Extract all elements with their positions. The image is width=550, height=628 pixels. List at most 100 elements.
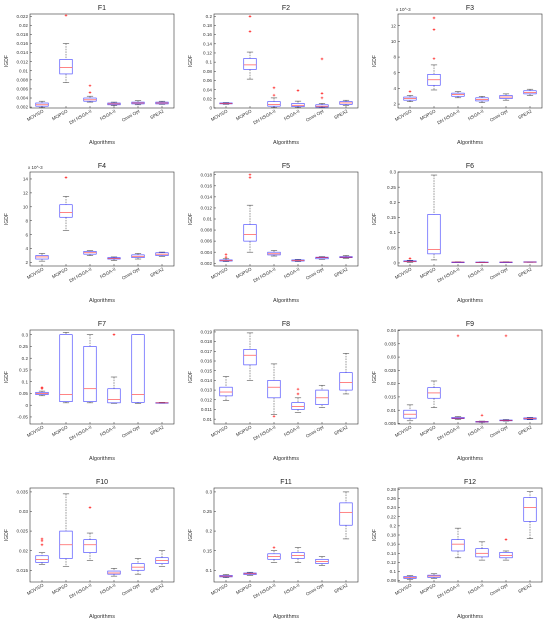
x-tick-label: NSGA-II (283, 109, 300, 122)
y-tick-label: 0.016 (17, 41, 29, 46)
outlier-marker (248, 176, 252, 179)
chart-title: F5 (282, 163, 290, 170)
y-tick-label: 0.005 (385, 421, 397, 426)
outlier-marker (112, 333, 116, 336)
y-tick-label: 0.08 (203, 69, 212, 74)
x-tick-label: MOVISO (210, 424, 229, 438)
y-tick-label: 0.014 (17, 50, 29, 55)
iqr-box (339, 372, 353, 391)
plot-frame (397, 171, 543, 267)
y-axis-label: IGDF (4, 529, 10, 541)
box-spea2 (339, 255, 353, 259)
x-tick-label: DN NSGA-II (252, 267, 276, 284)
iqr-box (315, 389, 329, 405)
y-tick-label: 8 (393, 55, 396, 60)
box-mopso (243, 571, 257, 576)
outlier-marker (272, 93, 276, 97)
box-omni-opt (499, 334, 513, 422)
y-tick-label: 0.008 (201, 228, 213, 233)
y-tick-label: 0.03 (19, 509, 28, 514)
box-dn-nsga-ii (83, 334, 97, 404)
outlier-marker (320, 92, 324, 95)
outlier-marker (64, 176, 68, 179)
box-omni-opt (131, 334, 145, 404)
x-axis-label: Algorithms (89, 456, 115, 462)
box-omni-opt (499, 538, 513, 561)
chart-title: F6 (466, 163, 474, 170)
x-tick-label: NSGA-II (467, 109, 484, 122)
y-tick-label: 0.28 (387, 487, 396, 492)
y-tick-label: 14 (23, 177, 29, 182)
box-spea2 (523, 261, 537, 263)
y-tick-label: 0.12 (387, 560, 396, 565)
box-spea2 (523, 88, 537, 96)
x-tick-label: SPEA2 (333, 424, 349, 436)
box-omni-opt (315, 556, 329, 566)
y-tick-label: 0.025 (17, 529, 29, 534)
x-tick-label: DN NSGA-II (252, 583, 276, 600)
plot-frame (29, 487, 175, 583)
box-mopso (243, 173, 257, 253)
x-tick-label: Omni Opt (305, 424, 325, 439)
outlier-marker (248, 30, 252, 33)
chart-panel-f2: F2 0 0.02 0.04 0.06 0.08 0.1 0.12 0.14 0.16 0.18 0.… (184, 0, 362, 150)
y-tick-label: 0 (393, 261, 396, 266)
x-tick-label: MOVISO (394, 108, 413, 122)
x-tick-label: MOPSO (51, 266, 69, 279)
x-tick-label: NSGA-II (467, 425, 484, 438)
y-tick-label: -0.05 (18, 415, 29, 420)
x-tick-label: DN NSGA-II (68, 425, 92, 442)
x-tick-label: NSGA-II (99, 109, 116, 122)
outlier-marker (504, 538, 508, 541)
x-tick-label: MOPSO (51, 582, 69, 595)
x-tick-label: SPEA2 (149, 424, 165, 436)
x-tick-label: SPEA2 (517, 266, 533, 278)
box-moviso (403, 404, 417, 422)
x-tick-label: Omni Opt (489, 582, 509, 597)
y-axis-label: IGDF (4, 55, 10, 67)
y-tick-label: 6 (25, 232, 28, 237)
x-tick-label: SPEA2 (517, 108, 533, 120)
box-moviso (35, 100, 49, 108)
x-tick-label: SPEA2 (149, 266, 165, 278)
x-tick-label: Omni Opt (305, 582, 325, 597)
y-tick-label: 0.012 (201, 206, 213, 211)
chart-panel-f10: F10 0.015 0.02 0.025 0.03 0.035 IGDF MOVISO MOPS… (0, 474, 178, 624)
y-tick-label: 10 (391, 39, 397, 44)
iqr-box (267, 101, 281, 107)
plot-frame (397, 13, 543, 109)
x-tick-label: Omni Opt (305, 266, 325, 281)
y-axis-label: IGDF (188, 55, 194, 67)
outlier-marker (40, 543, 44, 547)
chart-title: F9 (466, 321, 474, 328)
y-tick-label: 0.1 (206, 568, 213, 573)
y-tick-label: 0.018 (201, 339, 213, 344)
y-tick-label: 0.12 (203, 51, 212, 56)
y-tick-label: 0.25 (203, 509, 212, 514)
boxplot-f10: F10 0.015 0.02 0.025 0.03 0.035 IGDF MOVISO MOPS… (4, 479, 175, 620)
y-tick-label: 0.25 (387, 185, 396, 190)
box-moviso (403, 575, 417, 580)
outlier-marker (224, 253, 228, 256)
box-dn-nsga-ii (451, 261, 465, 263)
x-tick-label: MOPSO (235, 266, 253, 279)
box-spea2 (155, 550, 169, 567)
boxplot-f3: F3 x 10^-3 2 4 6 8 10 12 IGDF MOVISO MOPSO DN NSGA-… (372, 5, 543, 146)
chart-title: F1 (98, 5, 106, 12)
y-tick-label: 0.1 (22, 379, 29, 384)
chart-title: F3 (466, 5, 474, 12)
x-tick-label: SPEA2 (333, 266, 349, 278)
x-tick-label: SPEA2 (333, 582, 349, 594)
x-tick-label: MOVISO (26, 424, 45, 438)
outlier-marker (320, 96, 324, 100)
x-tick-label: SPEA2 (517, 424, 533, 436)
x-axis-label: Algorithms (457, 614, 483, 620)
boxplot-f12: F12 0.08 0.1 0.12 0.14 0.16 0.18 0.2 0.22 0.24 0.2… (372, 479, 543, 620)
boxplot-f1: F1 0.002 0.004 0.006 0.008 0.01 0.012 0.014 0.01… (4, 5, 175, 146)
boxplot-f5: F5 0.002 0.004 0.006 0.008 0.01 0.012 0.014 0.01… (188, 163, 359, 304)
y-tick-label: 0.006 (201, 239, 213, 244)
box-mopso (427, 16, 441, 91)
box-spea2 (155, 402, 169, 404)
box-spea2 (155, 251, 169, 257)
